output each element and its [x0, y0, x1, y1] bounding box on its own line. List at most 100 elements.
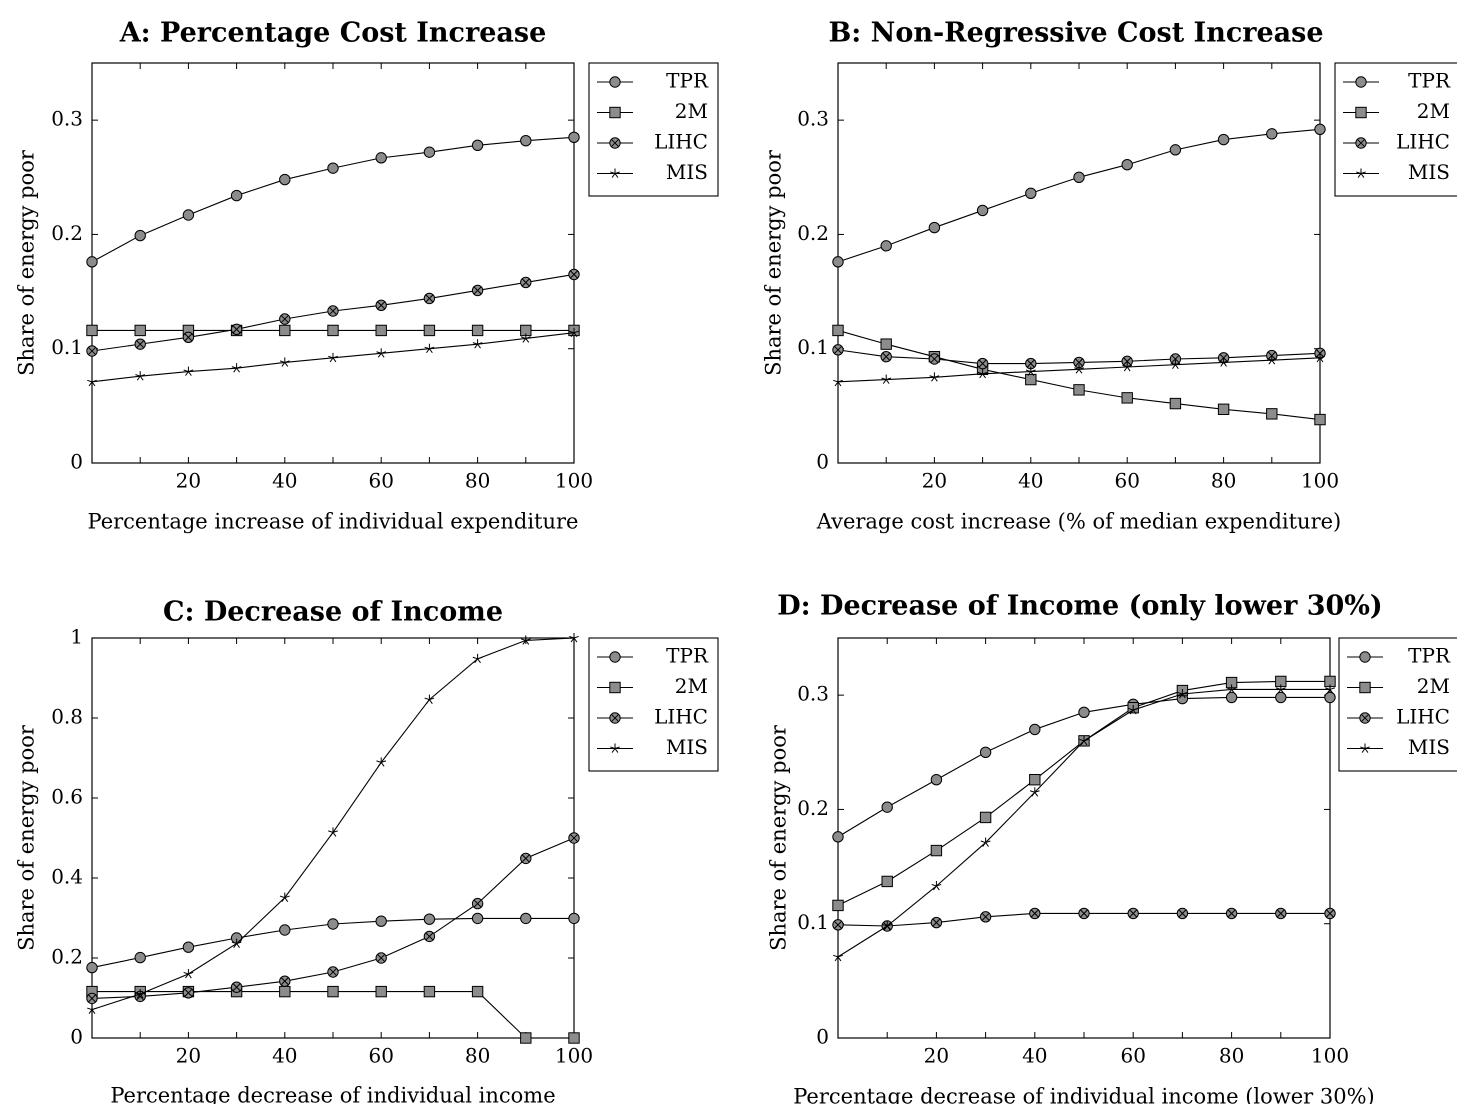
data-point: [1276, 692, 1286, 702]
data-point: [376, 953, 386, 963]
y-tick-label: 0: [70, 1025, 83, 1049]
x-tick-label: 100: [555, 1044, 593, 1068]
data-point: [328, 163, 338, 173]
data-point: [521, 136, 531, 146]
data-point: [569, 132, 579, 142]
data-point: [1079, 908, 1089, 918]
x-tick-label: 40: [1022, 1044, 1047, 1068]
data-point: [977, 205, 987, 215]
data-point: [472, 285, 482, 295]
data-point: [1030, 908, 1040, 918]
data-point: [929, 222, 939, 232]
data-point: [183, 210, 193, 220]
data-point: [1030, 724, 1040, 734]
data-point: [376, 986, 386, 996]
series-tpr: [87, 913, 579, 973]
legend-marker: [610, 713, 620, 723]
data-point: [882, 802, 892, 812]
data-point: [521, 853, 531, 863]
data-point: [424, 293, 434, 303]
data-point: [1122, 393, 1132, 403]
data-point: [424, 914, 434, 924]
series-line-tpr: [838, 129, 1320, 262]
data-point: [280, 174, 290, 184]
x-axis-label: Average cost increase (% of median expen…: [816, 510, 1341, 534]
legend-label: LIHC: [1396, 705, 1450, 729]
data-point: [833, 325, 843, 335]
legend-marker: [1356, 138, 1366, 148]
data-point: [87, 257, 97, 267]
chart-title: A: Percentage Cost Increase: [119, 18, 547, 49]
data-point: [881, 339, 891, 349]
data-point: [424, 147, 434, 157]
legend-marker: [610, 652, 620, 662]
chart-panel-d: D: Decrease of Income (only lower 30%)20…: [767, 591, 1457, 1105]
plot-frame: [92, 638, 574, 1038]
data-point: [135, 230, 145, 240]
series-mis: [87, 328, 579, 386]
plot-frame: [92, 63, 574, 463]
data-point: [980, 747, 990, 757]
data-point: [833, 920, 843, 930]
data-point: [376, 325, 386, 335]
legend-label: TPR: [666, 644, 709, 668]
series-lihc: [87, 269, 579, 356]
data-point: [183, 942, 193, 952]
legend-label: LIHC: [654, 130, 708, 154]
y-tick-label: 0: [70, 450, 83, 474]
data-point: [1226, 692, 1236, 702]
x-tick-label: 60: [1114, 469, 1139, 493]
legend-marker: [610, 77, 620, 87]
data-point: [521, 277, 531, 287]
data-point: [882, 876, 892, 886]
data-point: [472, 898, 482, 908]
data-point: [424, 325, 434, 335]
data-point: [424, 931, 434, 941]
y-axis-label: Share of energy poor: [767, 724, 791, 951]
data-point: [1026, 374, 1036, 384]
x-tick-label: 20: [924, 1044, 949, 1068]
data-point: [1074, 172, 1084, 182]
legend-marker: [610, 138, 620, 148]
legend-label: MIS: [1408, 160, 1450, 184]
data-point: [1325, 692, 1335, 702]
y-tick-label: 0.1: [797, 335, 829, 359]
data-point: [280, 976, 290, 986]
y-tick-label: 0.3: [51, 107, 83, 131]
data-point: [1026, 188, 1036, 198]
data-point: [980, 812, 990, 822]
data-point: [833, 345, 843, 355]
legend-label: TPR: [666, 69, 709, 93]
legend-label: TPR: [1408, 69, 1451, 93]
x-tick-label: 60: [368, 469, 393, 493]
series-tpr: [833, 692, 1335, 842]
y-tick-label: 0.6: [51, 785, 83, 809]
data-point: [931, 917, 941, 927]
x-tick-label: 100: [1311, 1044, 1349, 1068]
chart-title: C: Decrease of Income: [163, 597, 503, 628]
legend-marker: [1360, 652, 1370, 662]
data-point: [1074, 385, 1084, 395]
series-mis: [87, 633, 579, 1014]
series-tpr: [833, 124, 1325, 267]
legend-marker: [1360, 682, 1370, 692]
data-point: [569, 833, 579, 843]
data-point: [328, 325, 338, 335]
chart-title: B: Non-Regressive Cost Increase: [828, 18, 1323, 49]
data-point: [376, 153, 386, 163]
y-tick-label: 0.2: [51, 221, 83, 245]
data-point: [1276, 908, 1286, 918]
data-point: [1122, 160, 1132, 170]
data-point: [1315, 124, 1325, 134]
data-point: [1128, 908, 1138, 918]
legend-marker: [1356, 107, 1366, 117]
legend-label: MIS: [666, 735, 708, 759]
x-tick-label: 40: [272, 1044, 297, 1068]
series-line-tpr: [92, 137, 574, 262]
data-point: [833, 257, 843, 267]
x-tick-label: 80: [465, 1044, 490, 1068]
x-tick-label: 80: [1219, 1044, 1244, 1068]
